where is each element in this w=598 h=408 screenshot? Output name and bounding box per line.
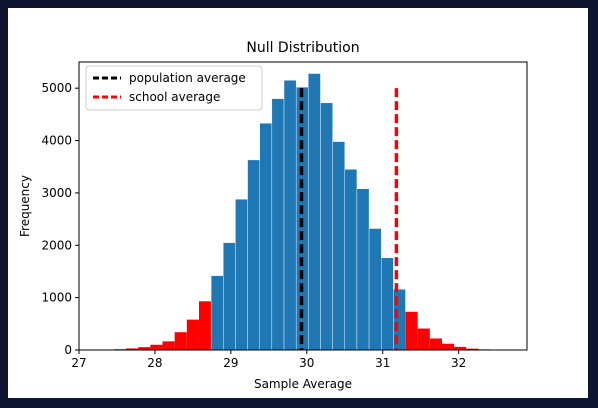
y-tick-label: 2000 [41, 238, 72, 252]
legend: population average school average [85, 65, 263, 111]
histogram-bar [454, 346, 467, 350]
histogram-bar [223, 242, 236, 351]
y-axis-label: Frequency [18, 175, 32, 237]
chart-figure: Null Distribution 27 28 29 30 31 32 0 1000 2000… [8, 8, 588, 398]
histogram-bar [308, 73, 321, 351]
y-tick-label: 4000 [41, 134, 72, 148]
histogram-bar [138, 347, 151, 350]
histogram-bar [186, 319, 199, 350]
y-axis-ticks: 0 1000 2000 3000 4000 5000 [41, 81, 79, 357]
x-axis-label: Sample Average [254, 377, 352, 391]
histogram-bar [174, 332, 187, 350]
reference-lines [299, 88, 399, 350]
x-axis-ticks: 27 28 29 30 31 32 [71, 350, 466, 370]
x-tick-label: 29 [223, 356, 238, 370]
histogram-bar [210, 275, 224, 351]
y-tick-label: 3000 [41, 186, 72, 200]
histogram-bar [332, 141, 345, 351]
histogram-bar [271, 98, 285, 351]
x-tick-label: 30 [299, 356, 314, 370]
histogram-bar [235, 198, 248, 351]
chart-title: Null Distribution [246, 40, 359, 56]
histogram-bar [162, 341, 175, 350]
y-tick-label: 1000 [41, 291, 72, 305]
plot-frame [78, 61, 528, 351]
histogram-bars [101, 73, 515, 351]
x-tick-label: 28 [147, 356, 162, 370]
y-tick-label: 0 [64, 343, 72, 357]
histogram-chart: Null Distribution 27 28 29 30 31 32 0 1000 2000… [18, 40, 528, 391]
legend-label-population: population average [129, 71, 246, 85]
histogram-bar [126, 348, 139, 350]
histogram-bar [441, 343, 455, 350]
histogram-bar [283, 80, 297, 351]
histogram-bar [259, 123, 273, 351]
histogram-bar [368, 228, 382, 351]
histogram-bar [320, 102, 333, 351]
histogram-bar [356, 188, 370, 351]
histogram-bar [417, 328, 430, 350]
legend-box [85, 65, 263, 111]
x-tick-label: 32 [451, 356, 466, 370]
x-tick-label: 31 [375, 356, 390, 370]
histogram-bar [344, 169, 358, 351]
histogram-bar [381, 257, 394, 351]
histogram-bar [405, 311, 418, 350]
legend-label-school: school average [129, 90, 220, 104]
histogram-bar [466, 348, 479, 350]
y-tick-label: 5000 [41, 81, 72, 95]
histogram-bar [150, 344, 163, 350]
histogram-bar [198, 301, 212, 350]
x-tick-label: 27 [71, 356, 86, 370]
histogram-bar [429, 338, 442, 350]
histogram-bar [247, 159, 260, 351]
